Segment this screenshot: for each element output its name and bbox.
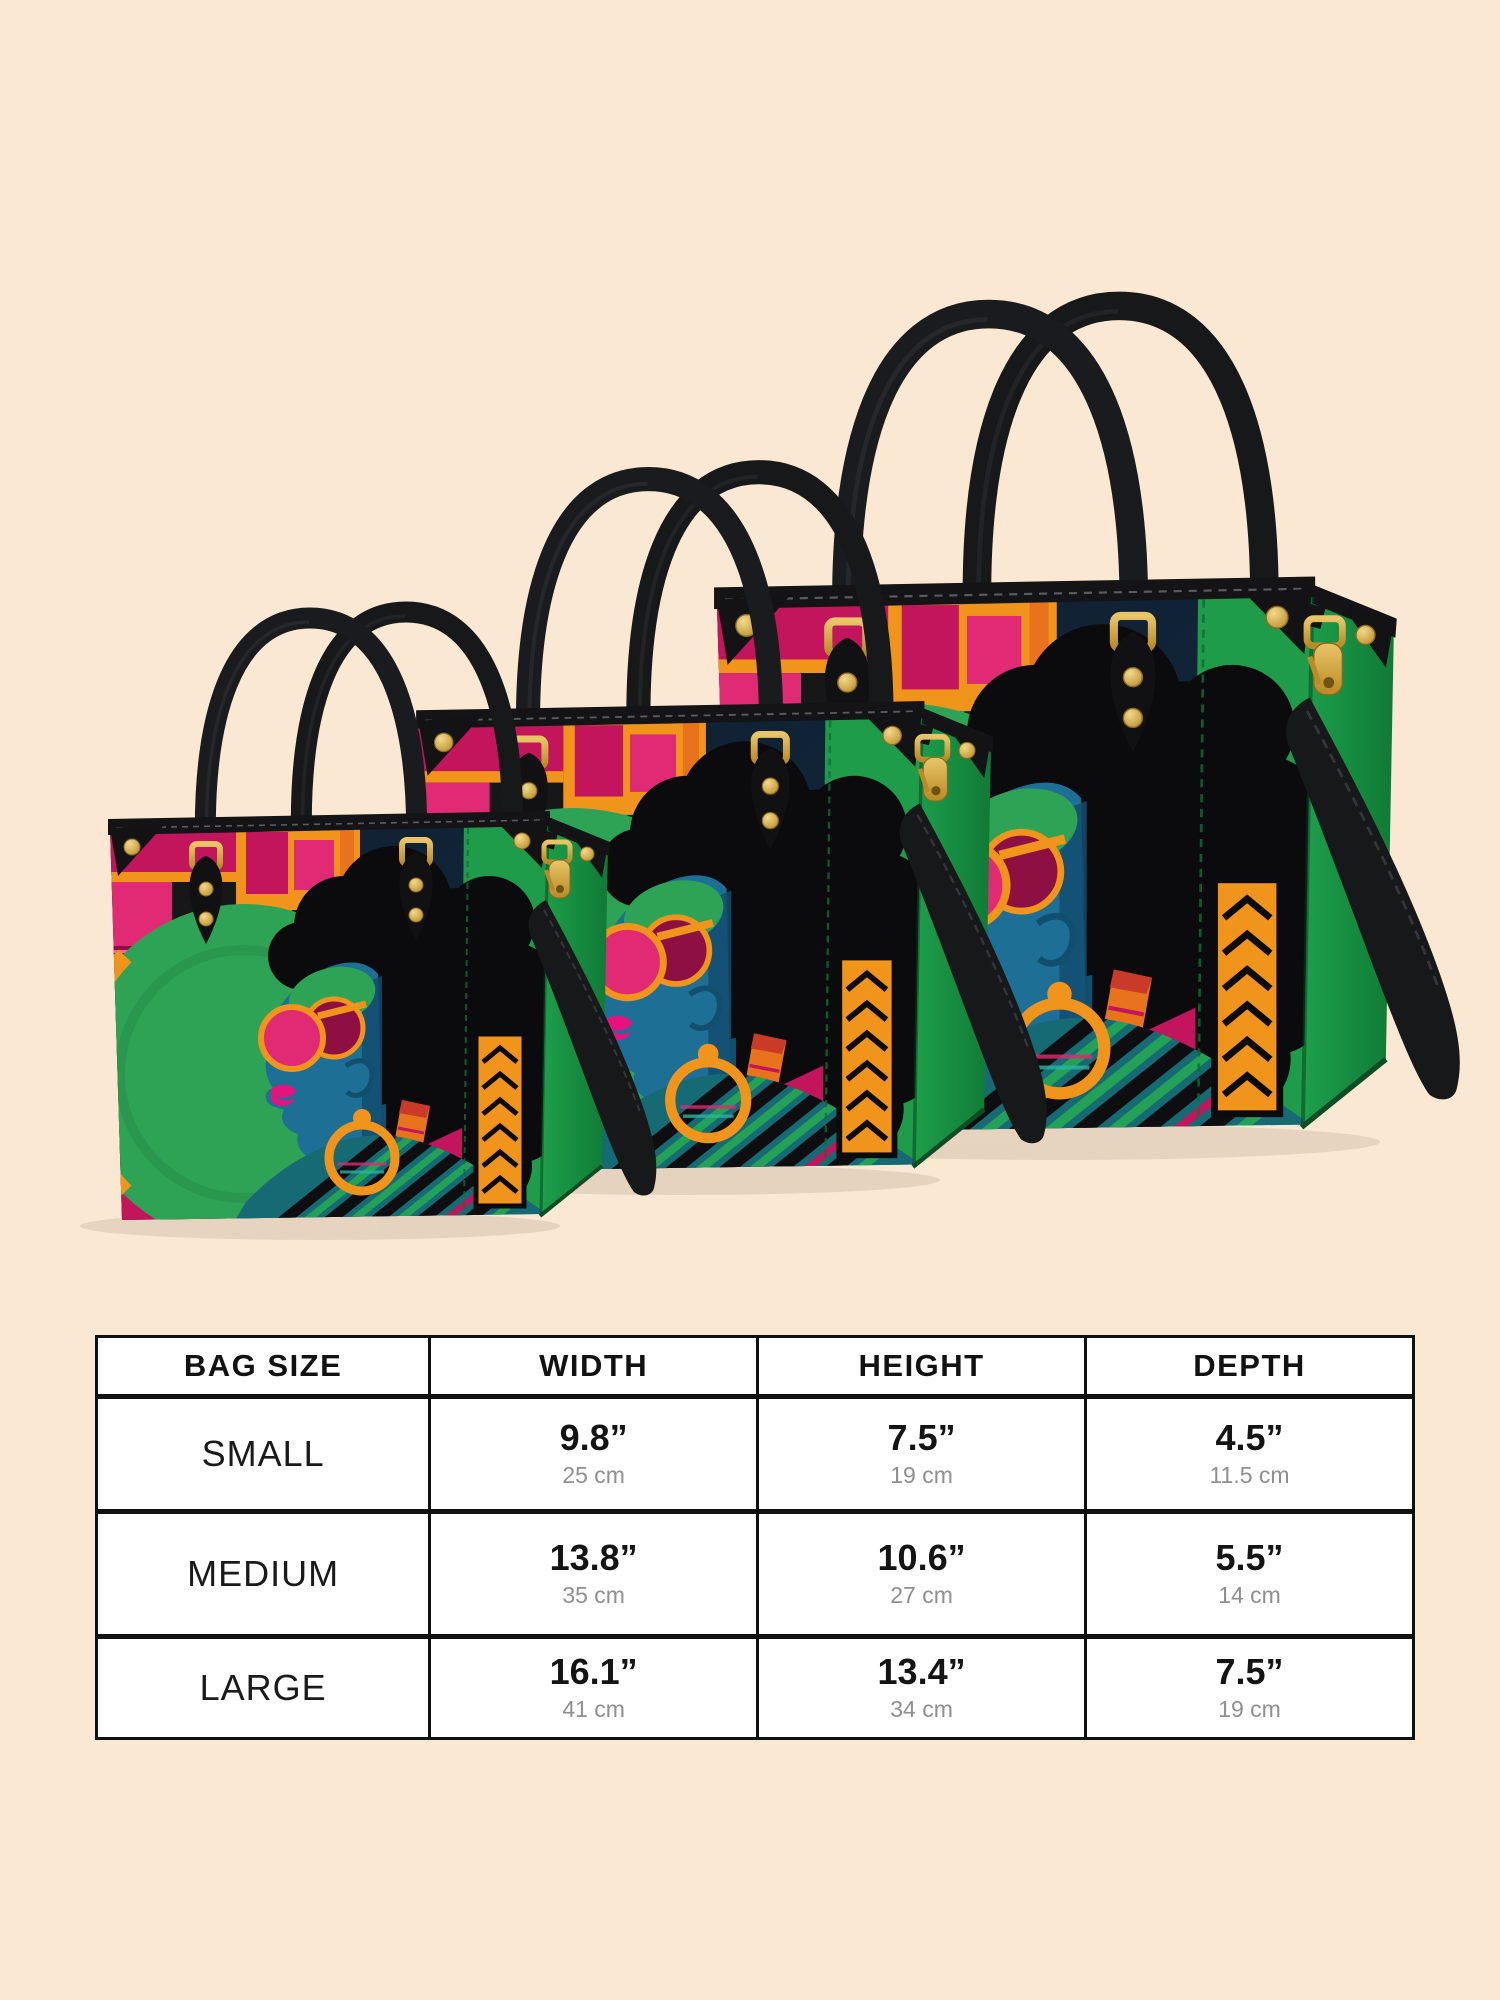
cell-size: MEDIUM	[97, 1512, 430, 1637]
cell-depth: 7.5” 19 cm	[1084, 1636, 1414, 1739]
width-cm: 25 cm	[562, 1461, 625, 1488]
size-table-header-row: BAG SIZE WIDTH HEIGHT DEPTH	[97, 1336, 1414, 1397]
header-depth: DEPTH	[1084, 1336, 1414, 1397]
header-height: HEIGHT	[756, 1336, 1086, 1397]
cell-width: 13.8” 35 cm	[428, 1511, 758, 1637]
size-label: SMALL	[201, 1433, 325, 1474]
depth-cm: 19 cm	[1218, 1695, 1281, 1722]
width-inches: 16.1”	[549, 1651, 638, 1693]
cell-height: 10.6” 27 cm	[756, 1511, 1086, 1637]
cell-width: 16.1” 41 cm	[428, 1636, 758, 1739]
cell-size: LARGE	[97, 1637, 430, 1739]
size-label: MEDIUM	[187, 1553, 340, 1594]
bags-display	[0, 0, 1500, 1330]
header-bag-size: BAG SIZE	[183, 1348, 343, 1383]
height-inches: 13.4”	[877, 1651, 966, 1693]
height-inches: 7.5”	[887, 1417, 956, 1459]
width-inches: 13.8”	[549, 1537, 638, 1579]
table-row-large: LARGE 16.1” 41 cm 13.4” 34 cm 7.5” 19 cm	[96, 1636, 1414, 1739]
width-inches: 9.8”	[559, 1417, 628, 1459]
depth-inches: 5.5”	[1215, 1537, 1284, 1579]
height-cm: 19 cm	[890, 1461, 953, 1488]
header-width: WIDTH	[428, 1336, 758, 1397]
cell-depth: 4.5” 11.5 cm	[1084, 1396, 1414, 1512]
cell-height: 13.4” 34 cm	[756, 1636, 1086, 1739]
size-chart-section: BAG SIZE WIDTH HEIGHT DEPTH SMALL 9.8” 2…	[95, 1335, 1415, 1740]
depth-cm: 11.5 cm	[1209, 1461, 1290, 1488]
table-row-medium: MEDIUM 13.8” 35 cm 10.6” 27 cm 5.5” 14 c…	[96, 1511, 1414, 1637]
cell-size: SMALL	[97, 1397, 430, 1512]
height-cm: 34 cm	[890, 1695, 953, 1722]
height-inches: 10.6”	[877, 1537, 966, 1579]
cell-width: 9.8” 25 cm	[428, 1396, 758, 1512]
table-row-small: SMALL 9.8” 25 cm 7.5” 19 cm 4.5” 11.5 cm	[96, 1396, 1414, 1512]
width-cm: 41 cm	[562, 1695, 625, 1722]
cell-depth: 5.5” 14 cm	[1084, 1511, 1414, 1637]
cell-height: 7.5” 19 cm	[756, 1396, 1086, 1512]
width-cm: 35 cm	[562, 1581, 625, 1608]
depth-cm: 14 cm	[1218, 1581, 1281, 1608]
depth-inches: 7.5”	[1215, 1651, 1284, 1693]
bags-illustration	[0, 0, 1500, 1330]
height-cm: 27 cm	[890, 1581, 953, 1608]
size-label: LARGE	[199, 1667, 327, 1708]
depth-inches: 4.5”	[1215, 1417, 1284, 1459]
size-table: BAG SIZE WIDTH HEIGHT DEPTH SMALL 9.8” 2…	[95, 1335, 1415, 1740]
